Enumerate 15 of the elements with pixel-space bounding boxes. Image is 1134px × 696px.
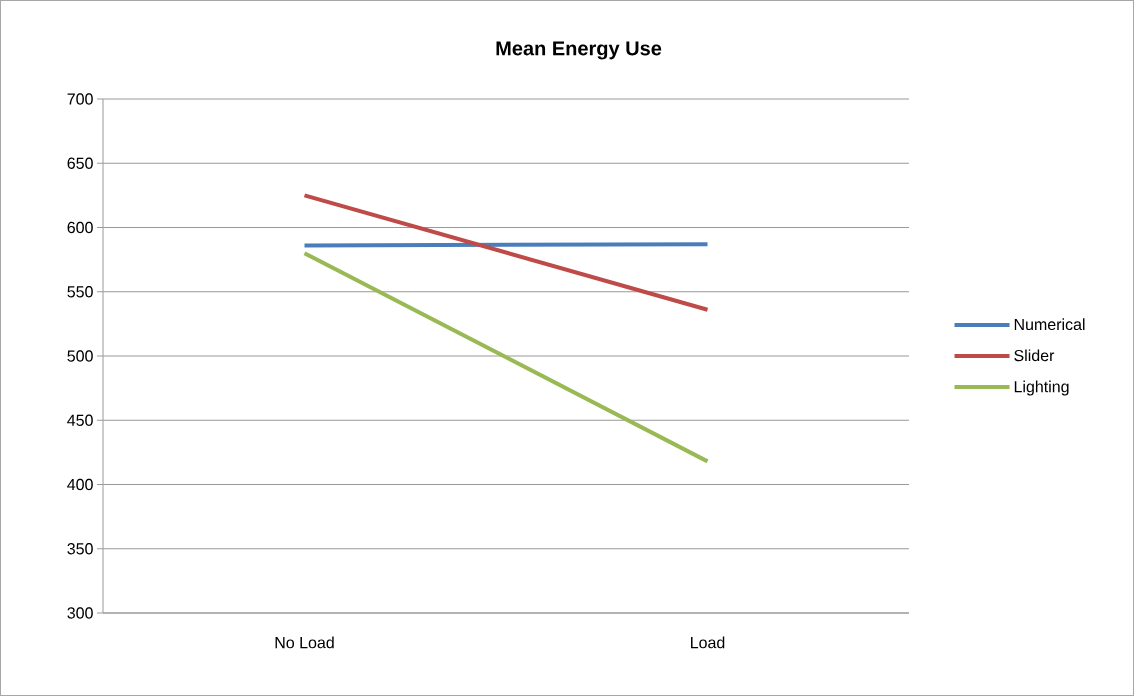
y-tick-label: 300 [67,607,93,619]
y-tick-label: 700 [67,93,93,105]
legend-label: Slider [1014,349,1055,362]
y-tick-label: 400 [67,478,93,491]
y-tick-label: 500 [67,350,93,362]
legend-label: Numerical [1014,318,1085,331]
y-tick-label: 350 [67,543,93,555]
y-tick-label: 650 [67,157,93,169]
y-tick-label: 450 [67,414,93,426]
y-tick-label: 600 [67,221,93,234]
chart-title: Mean Energy Use [496,41,662,60]
legend-label: Lighting [1014,380,1069,396]
x-tick-label: Load [691,636,725,649]
x-tick-label: No Load [275,636,334,649]
y-tick-label: 550 [67,286,93,298]
